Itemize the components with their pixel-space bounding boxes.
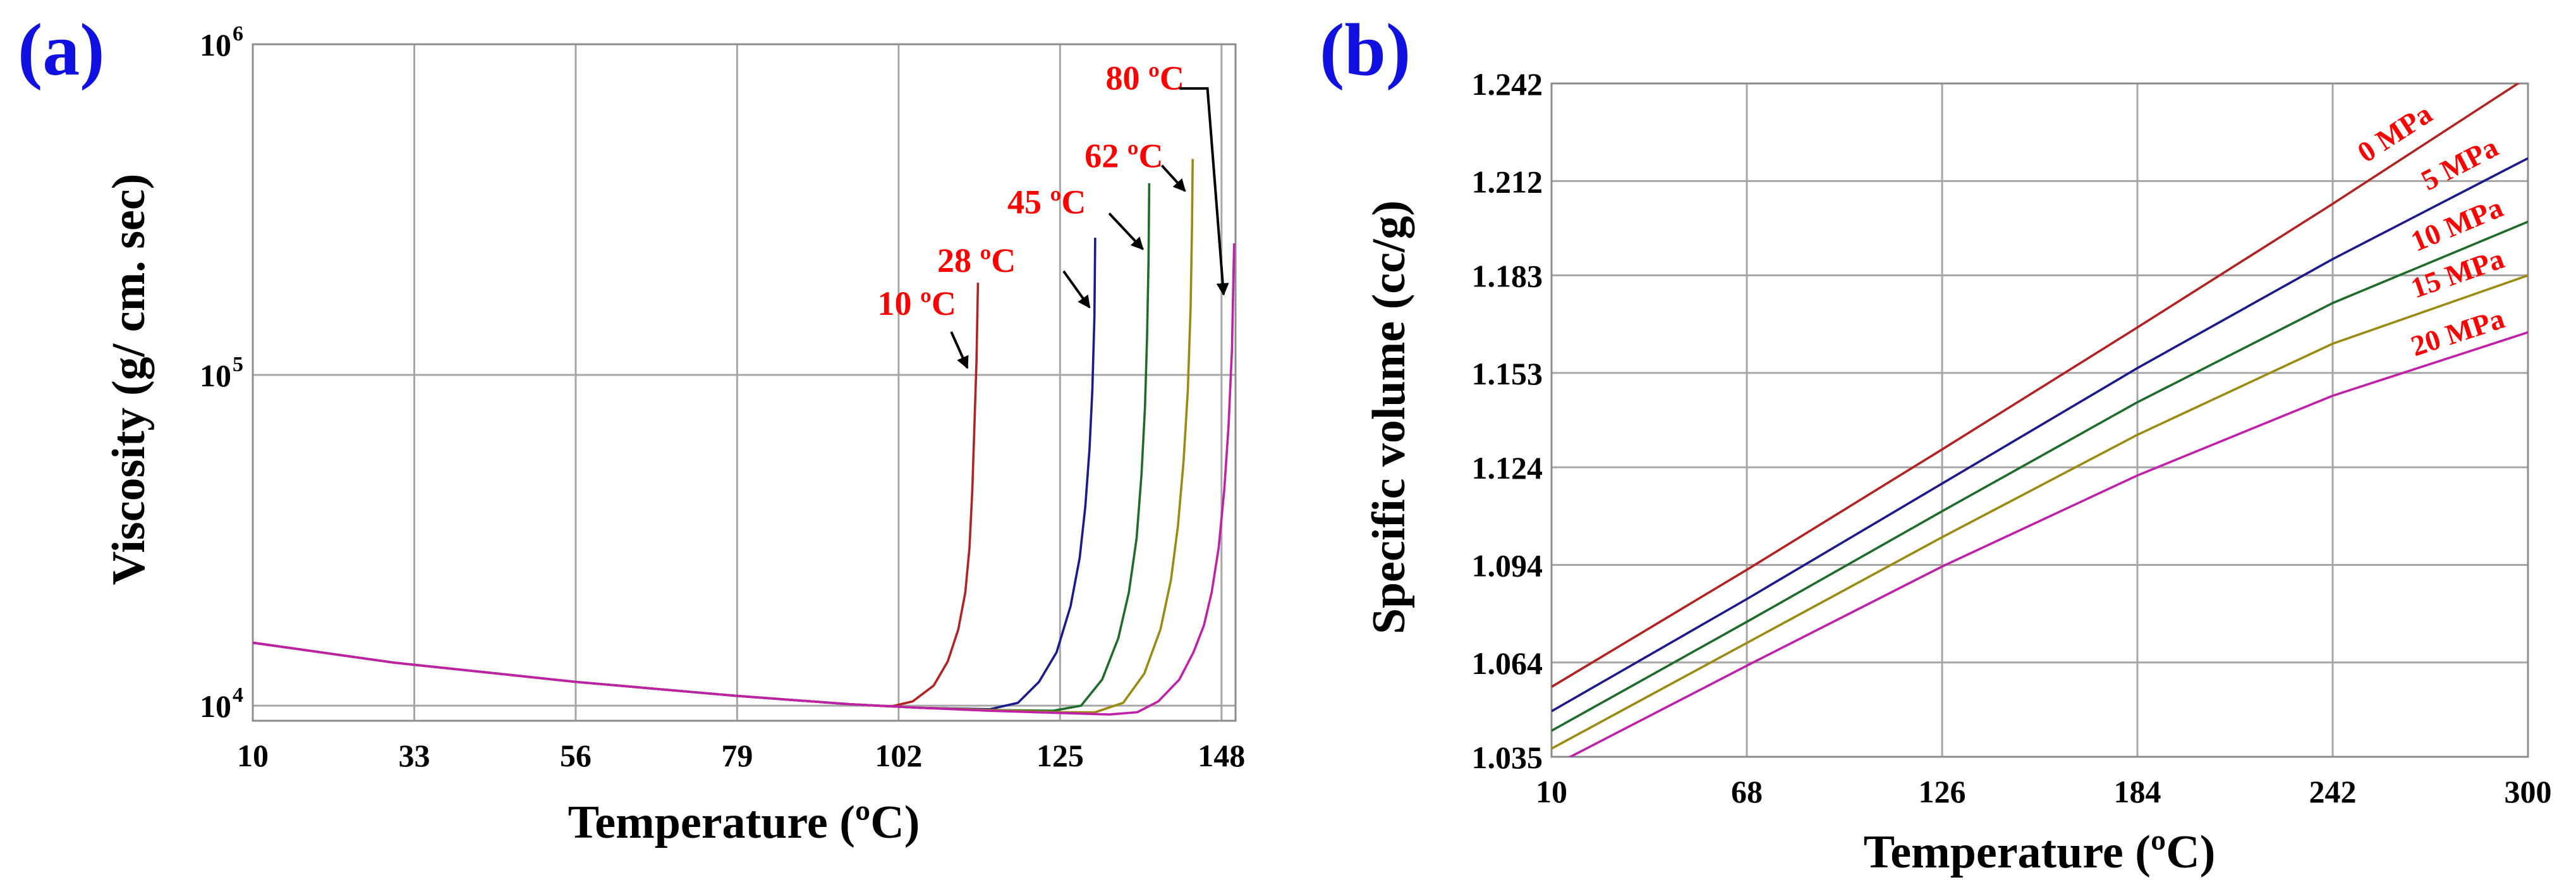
specific-volume-x-tick-242: 242 (2309, 774, 2357, 809)
specific-volume-grid (1550, 82, 2529, 758)
viscosity-series-10-c (253, 283, 980, 707)
viscosity-y-tick-exponent: 5 (233, 353, 243, 376)
viscosity-annotations: 10 ºC 28 ºC 45 ºC 62 ºC 80 ºC (878, 59, 1229, 369)
viscosity-y-tick-base: 10 (200, 689, 231, 724)
specific-volume-y-tick-1-183: 1.183 (1472, 259, 1543, 294)
viscosity-annotation-62-c: 62 ºC (1084, 137, 1163, 175)
panel-label-b: (b) (1320, 8, 1411, 91)
specific-volume-plot-frame (1550, 82, 2529, 758)
viscosity-arrow-80-c (1179, 87, 1229, 296)
specific-volume-x-tick-300: 300 (2505, 774, 2552, 809)
specific-volume-chart: (b) 10 68 126 184 242 300 1.035 1.064 1.094 1.12… (1320, 8, 2552, 878)
specific-volume-x-tick-184: 184 (2114, 774, 2161, 809)
viscosity-x-axis-title: Temperature (ºC) (568, 797, 920, 848)
viscosity-x-tick-102: 102 (875, 738, 922, 773)
specific-volume-y-tick-1-094: 1.094 (1472, 548, 1543, 583)
specific-volume-x-tick-126: 126 (1919, 774, 1966, 809)
specific-volume-x-axis-title: Temperature (ºC) (1864, 826, 2216, 878)
viscosity-y-tick-105: 10 5 (200, 353, 243, 393)
viscosity-x-tick-10: 10 (237, 738, 269, 773)
specific-volume-y-tick-1-153: 1.153 (1472, 356, 1543, 391)
viscosity-annotation-10-c: 10 ºC (878, 285, 956, 322)
viscosity-plot-frame (252, 43, 1237, 722)
viscosity-x-tick-79: 79 (721, 738, 753, 773)
viscosity-arrow-28-c (1062, 270, 1091, 309)
specific-volume-series-0-mpa (1552, 83, 2520, 688)
viscosity-arrow-45-c (1108, 212, 1144, 250)
specific-volume-y-tick-1-035: 1.035 (1472, 740, 1543, 775)
panel-label-a: (a) (18, 8, 105, 91)
viscosity-y-tick-exponent: 6 (233, 22, 243, 46)
viscosity-x-ticks: 10 33 56 79 102 125 148 (237, 738, 1245, 773)
viscosity-annotation-28-c: 28 ºC (937, 242, 1016, 279)
viscosity-x-tick-56: 56 (560, 738, 592, 773)
viscosity-arrow-10-c (950, 331, 969, 369)
specific-volume-y-tick-1-212: 1.212 (1472, 164, 1543, 199)
specific-volume-series-5-mpa (1552, 157, 2528, 713)
specific-volume-x-tick-10: 10 (1536, 774, 1567, 809)
viscosity-y-tick-106: 10 6 (200, 22, 243, 63)
viscosity-series-80-c (253, 243, 1236, 716)
viscosity-y-tick-base: 10 (200, 27, 231, 63)
specific-volume-y-axis-title: Specific volume (cc/g) (1363, 200, 1415, 634)
specific-volume-series-20-mpa (1567, 331, 2528, 757)
specific-volume-y-tick-1-124: 1.124 (1472, 450, 1543, 486)
viscosity-series-group (253, 159, 1236, 716)
specific-volume-y-tick-1-242: 1.242 (1472, 66, 1543, 102)
viscosity-x-tick-125: 125 (1036, 738, 1084, 773)
viscosity-x-tick-33: 33 (398, 738, 430, 773)
specific-volume-series-15-mpa (1552, 274, 2528, 750)
specific-volume-y-ticks: 1.035 1.064 1.094 1.124 1.153 1.183 1.212 1.242 (1472, 66, 1543, 775)
specific-volume-annotation-0-mpa: 0 MPa (2352, 97, 2438, 169)
viscosity-y-tick-104: 10 4 (200, 683, 243, 724)
specific-volume-x-ticks: 10 68 126 184 242 300 (1536, 774, 2552, 809)
viscosity-annotation-45-c: 45 ºC (1007, 183, 1086, 221)
specific-volume-series-10-mpa (1552, 221, 2528, 732)
viscosity-arrow-62-c (1160, 164, 1186, 192)
specific-volume-y-tick-1-064: 1.064 (1472, 646, 1543, 681)
viscosity-y-tick-base: 10 (200, 358, 231, 393)
specific-volume-annotation-20-mpa: 20 MPa (2407, 302, 2508, 362)
viscosity-y-tick-exponent: 4 (233, 683, 243, 707)
viscosity-y-axis-title: Viscosity (g/ cm. sec) (103, 174, 155, 585)
specific-volume-x-tick-68: 68 (1731, 774, 1763, 809)
specific-volume-series-group (1552, 83, 2528, 757)
viscosity-annotation-80-c: 80 ºC (1106, 59, 1184, 97)
viscosity-x-tick-148: 148 (1198, 738, 1245, 773)
viscosity-series-28-c (253, 237, 1097, 711)
viscosity-series-62-c (253, 159, 1194, 714)
